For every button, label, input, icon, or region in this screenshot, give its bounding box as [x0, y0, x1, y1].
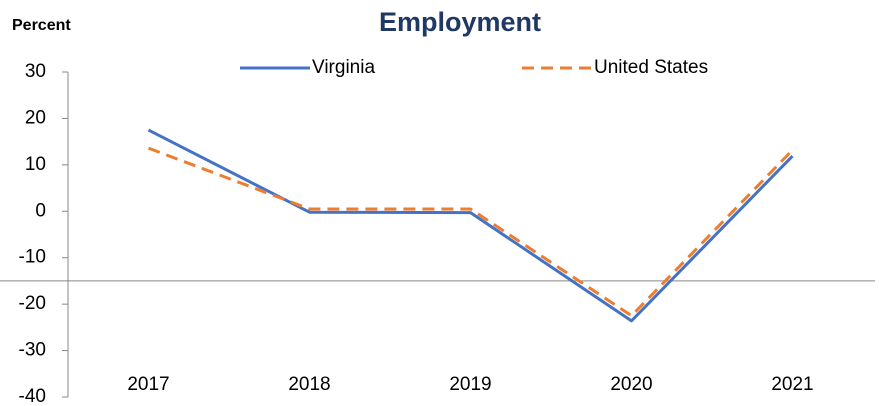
y-tick-label: 20	[25, 107, 46, 128]
x-tick-label: 2020	[610, 374, 652, 395]
x-tick-label: 2017	[127, 374, 169, 395]
y-tick-label: -30	[19, 340, 46, 361]
legend-label: Virginia	[312, 57, 375, 78]
y-tick-label: 0	[35, 200, 46, 221]
y-tick-label: 30	[25, 61, 46, 82]
series-line	[147, 146, 794, 318]
y-tick-label: 10	[25, 154, 46, 175]
x-tick-label: 2019	[449, 374, 491, 395]
x-tick-label: 2018	[288, 374, 330, 395]
x-tick-label: 2021	[771, 374, 813, 395]
y-tick-label: -20	[19, 293, 46, 314]
series-line	[147, 128, 794, 323]
chart-title: Employment	[379, 7, 541, 37]
y-tick-label: -40	[19, 386, 46, 406]
y-tick-label: -10	[19, 247, 46, 268]
y-axis-label: Percent	[12, 17, 71, 34]
legend-label: United States	[594, 57, 708, 78]
